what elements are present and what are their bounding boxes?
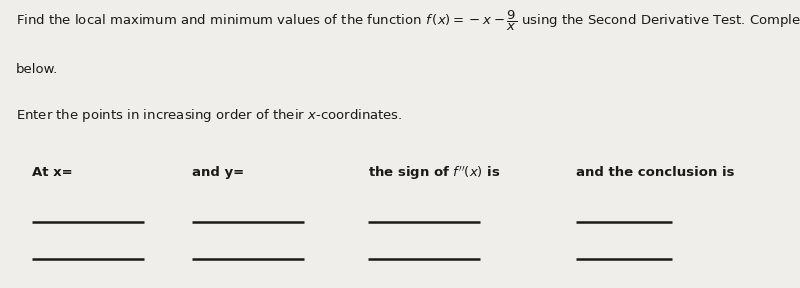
Text: Enter the points in increasing order of their $x$-coordinates.: Enter the points in increasing order of … (16, 107, 402, 124)
Text: and the conclusion is: and the conclusion is (576, 166, 734, 179)
Text: At x=: At x= (32, 166, 73, 179)
Text: and y=: and y= (192, 166, 244, 179)
Text: the sign of $f^{\prime\prime}(x)$ is: the sign of $f^{\prime\prime}(x)$ is (368, 164, 501, 181)
Text: Find the local maximum and minimum values of the function $f\,(x) = -x - \dfrac{: Find the local maximum and minimum value… (16, 9, 800, 33)
Text: below.: below. (16, 63, 58, 76)
